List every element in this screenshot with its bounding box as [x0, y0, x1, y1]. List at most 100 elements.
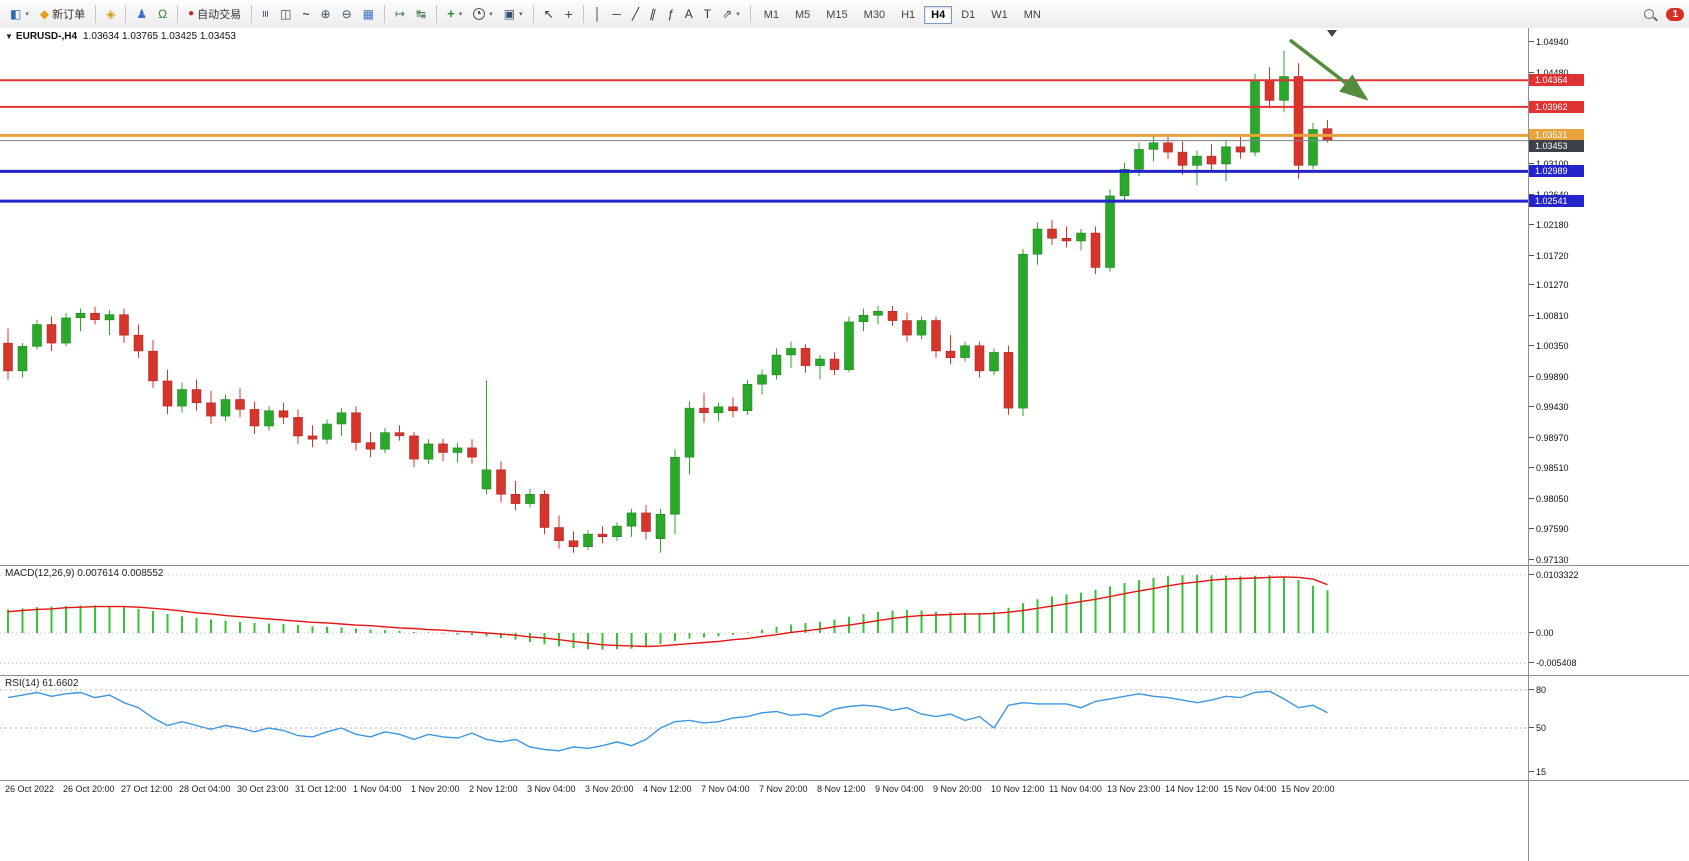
- macd-axis-label: 0.0103322: [1529, 569, 1579, 580]
- time-axis-label: 26 Oct 20:00: [63, 784, 115, 794]
- rsi-pane-canvas[interactable]: [0, 675, 1528, 780]
- periods-button[interactable]: ▾: [468, 5, 498, 23]
- price-axis-label: 1.00350: [1529, 341, 1569, 352]
- rsi-axis-label: 80: [1528, 685, 1547, 695]
- price-level-badge: 1.02541: [1529, 195, 1584, 208]
- toolbar-separator: [251, 5, 253, 23]
- rsi-axis-label: 15: [1528, 767, 1547, 778]
- pane-separator[interactable]: [0, 675, 1689, 676]
- autotrading-icon: ●: [188, 8, 195, 19]
- price-level-badge: 1.02989: [1529, 165, 1584, 178]
- cursor-tool-button[interactable]: ↖: [539, 5, 559, 23]
- line-chart-type-button[interactable]: ~: [297, 5, 314, 23]
- profile-button[interactable]: ♟: [131, 5, 152, 23]
- time-axis-label: 9 Nov 20:00: [933, 784, 982, 794]
- auto-scroll-icon: ↦: [394, 7, 406, 21]
- chart-ohlc: 1.03634 1.03765 1.03425 1.03453: [83, 31, 236, 42]
- mql-community-button[interactable]: ◈: [101, 5, 120, 23]
- fibonacci-tool[interactable]: ƒ: [662, 5, 679, 23]
- trend-arrow-annotation[interactable]: [1288, 38, 1369, 101]
- notification-badge[interactable]: 1: [1666, 7, 1684, 21]
- new-order-button[interactable]: ◆ 新订单: [35, 3, 90, 25]
- autotrading-label: 自动交易: [197, 9, 242, 21]
- price-axis-label: 0.99890: [1529, 371, 1569, 382]
- toolbar-separator: [532, 5, 534, 23]
- current-price-badge: 1.03453: [1529, 139, 1584, 152]
- price-axis-label: 0.98050: [1529, 493, 1569, 504]
- one-click-trading-toggle[interactable]: ▼: [5, 32, 13, 41]
- arrows-tool[interactable]: ⇗ ▾: [717, 5, 745, 23]
- mql-community-icon: ◈: [106, 7, 116, 21]
- toolbar-separator: [177, 5, 179, 23]
- macd-pane-canvas[interactable]: [0, 565, 1528, 675]
- crosshair-tool-button[interactable]: +: [560, 5, 578, 23]
- timeframe-button-m5[interactable]: M5: [794, 9, 811, 21]
- support-button[interactable]: Ω: [153, 5, 172, 23]
- new-chart-button[interactable]: ◧ ▾: [5, 5, 34, 23]
- time-axis-label: 7 Nov 04:00: [701, 784, 750, 794]
- zoom-out-icon: ⊖: [341, 7, 352, 21]
- candlestick-icon: ◫: [280, 7, 292, 21]
- time-axis-label: 7 Nov 20:00: [759, 784, 808, 794]
- price-axis-label: 1.00810: [1529, 310, 1569, 321]
- arrow-tool-icon: ⇗: [722, 7, 733, 21]
- vertical-line-tool[interactable]: │: [589, 5, 607, 23]
- chevron-down-icon: ▾: [458, 11, 463, 18]
- auto-scroll-button[interactable]: ↦: [390, 5, 410, 23]
- bar-chart-icon: ≡: [258, 10, 273, 18]
- timeframe-button-m15[interactable]: M15: [826, 9, 848, 21]
- horizontal-line-tool[interactable]: ─: [607, 5, 626, 23]
- toolbar: ◧ ▾ ◆ 新订单 ◈ ♟ Ω ● 自动交易 ≡ ◫ ~: [0, 0, 1689, 29]
- text-tool[interactable]: A: [680, 5, 698, 23]
- support-headset-icon: Ω: [158, 7, 168, 21]
- channel-tool[interactable]: ∥: [645, 5, 661, 23]
- chart-shift-button[interactable]: ↹: [411, 5, 431, 23]
- toolbar-separator: [383, 5, 385, 23]
- price-axis-label: 1.04940: [1529, 37, 1569, 47]
- toolbar-separator: [582, 5, 584, 23]
- timeframe-button-h1[interactable]: H1: [901, 9, 916, 21]
- cursor-icon: ↖: [543, 7, 554, 21]
- price-axis-label: 0.98970: [1529, 432, 1569, 443]
- chart-shift-icon: ↹: [416, 7, 427, 21]
- price-axis[interactable]: 1.04940 1.04480 1.03100 1.02640 1.02180 1.017…: [1528, 28, 1689, 861]
- search-button[interactable]: [1639, 6, 1659, 22]
- price-chart-canvas[interactable]: [0, 28, 1528, 565]
- grid-button[interactable]: ▦: [358, 5, 379, 23]
- text-label-tool[interactable]: T: [699, 5, 716, 23]
- chart-symbol: EURUSD-,H4: [15, 31, 78, 42]
- toolbar-separator: [749, 5, 751, 23]
- price-axis-label: 1.01720: [1529, 250, 1569, 261]
- time-axis-label: 13 Nov 23:00: [1107, 784, 1161, 794]
- timeframe-button-m30[interactable]: M30: [863, 9, 886, 21]
- timeframe-button-mn[interactable]: MN: [1023, 9, 1041, 21]
- templates-button[interactable]: ▣ ▾: [499, 5, 528, 23]
- horizontal-line-icon: ─: [612, 7, 621, 21]
- timeframe-button-h4[interactable]: H4: [924, 6, 953, 24]
- timeframe-button-m1[interactable]: M1: [763, 9, 779, 21]
- chart-shift-marker[interactable]: [1327, 30, 1337, 37]
- time-axis-label: 15 Nov 04:00: [1223, 784, 1277, 794]
- time-axis-label: 8 Nov 12:00: [817, 784, 866, 794]
- time-axis-label: 9 Nov 04:00: [875, 784, 924, 794]
- price-axis-label: 0.98510: [1529, 463, 1569, 474]
- time-axis-label: 15 Nov 20:00: [1281, 784, 1335, 794]
- bar-chart-type-button[interactable]: ≡: [257, 5, 274, 23]
- price-axis-label: 1.02180: [1529, 220, 1569, 231]
- time-axis[interactable]: 26 Oct 2022 26 Oct 20:00 27 Oct 12:00 28 Oc…: [0, 780, 1528, 800]
- new-order-icon: ◆: [39, 7, 50, 21]
- profile-icon: ♟: [136, 7, 148, 21]
- timeframe-button-d1[interactable]: D1: [961, 9, 976, 21]
- pane-separator[interactable]: [0, 565, 1689, 566]
- timeframe-button-w1[interactable]: W1: [991, 9, 1008, 21]
- trendline-tool[interactable]: ╱: [627, 5, 644, 23]
- fibonacci-icon: ƒ: [667, 7, 674, 21]
- chart-panes: ▼ EURUSD-,H4 1.03634 1.03765 1.03425 1.034…: [0, 28, 1528, 861]
- zoom-in-button[interactable]: ⊕: [316, 5, 336, 23]
- candlestick-type-button[interactable]: ◫: [275, 5, 296, 23]
- zoom-out-button[interactable]: ⊖: [337, 5, 357, 23]
- price-axis-label: 1.01270: [1529, 280, 1569, 291]
- indicators-button[interactable]: + ▾: [442, 5, 467, 23]
- chart-area: ▼ EURUSD-,H4 1.03634 1.03765 1.03425 1.034…: [0, 28, 1689, 861]
- autotrading-button[interactable]: ● 自动交易: [183, 3, 246, 25]
